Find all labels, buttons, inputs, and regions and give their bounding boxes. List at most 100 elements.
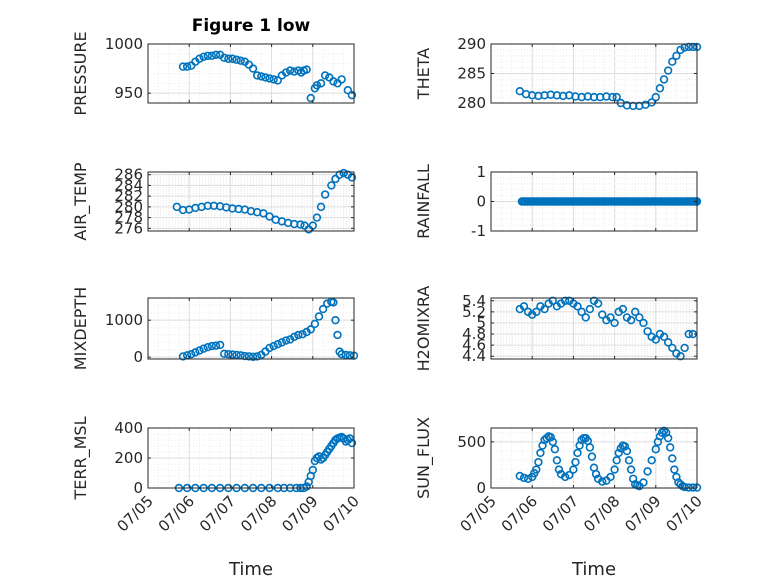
data-point [620, 442, 630, 451]
y-tick-label: 280 [457, 94, 486, 112]
data-point [232, 350, 241, 360]
panel-theta: 280 285 290 THETA [414, 35, 702, 112]
data-point [302, 482, 311, 491]
data-point [339, 168, 348, 178]
panel-mixdepth: 0 1000 MIXDEPTH [71, 287, 359, 370]
data-point [178, 352, 188, 361]
data-point [273, 340, 282, 349]
data-point [647, 456, 656, 465]
data-point [548, 296, 557, 305]
grid-air-temp [148, 172, 354, 231]
data-point [207, 341, 217, 351]
data-point [663, 66, 673, 75]
data-point [577, 307, 586, 317]
y-axis-label-terr-msl: TERR_MSL [71, 416, 91, 500]
data-point [598, 310, 607, 319]
figure-title: Figure 1 low [192, 16, 311, 36]
y-tick-label: 400 [114, 419, 143, 437]
data-point [331, 315, 340, 325]
data-point [316, 79, 326, 88]
data-point [312, 213, 322, 222]
data-point [281, 336, 291, 345]
y-axis-label-theta: THETA [414, 48, 433, 100]
data-point [211, 341, 221, 350]
axes-box-pressure [147, 43, 355, 104]
data-point [306, 325, 315, 334]
data-point [587, 452, 597, 461]
data-point [220, 53, 229, 62]
data-point [306, 93, 315, 103]
data-point [560, 472, 570, 482]
data-point [265, 74, 274, 83]
y-tick-label: 4.8 [462, 325, 486, 343]
data-point [663, 338, 673, 347]
y-tick-label: 1000 [105, 311, 143, 329]
data-point [203, 342, 212, 352]
x-tick-label: 07/09 [621, 492, 664, 535]
data-point [519, 302, 529, 311]
y-tick-label: 284 [114, 176, 143, 194]
axes-box-mixdepth [147, 297, 355, 360]
data-point [635, 313, 644, 322]
data-point [329, 298, 338, 307]
x-axis-label-left: Time [228, 559, 273, 580]
data-point [347, 173, 357, 182]
series-h2omixra [515, 296, 698, 361]
data-point [318, 304, 328, 314]
data-point [532, 465, 541, 474]
data-point [273, 76, 282, 85]
data-point [612, 92, 621, 102]
data-point [624, 456, 634, 465]
y-tick-label: 500 [457, 433, 486, 451]
data-point [614, 448, 623, 458]
data-point [554, 465, 564, 474]
series-pressure [178, 50, 357, 103]
x-tick-label: 07/07 [196, 492, 239, 535]
data-point [585, 443, 595, 452]
data-point [591, 469, 601, 479]
data-point [294, 330, 303, 340]
y-tick-label: 5.4 [462, 292, 486, 310]
data-point [298, 330, 307, 339]
data-point [684, 329, 693, 339]
x-tick-label: 07/06 [155, 492, 198, 535]
data-point [228, 54, 237, 63]
y-tick-label: 285 [457, 65, 486, 83]
data-point [248, 352, 258, 361]
data-point [676, 45, 685, 55]
y-tick-label: 1 [476, 163, 486, 181]
data-point [312, 81, 322, 90]
grid-mixdepth [148, 297, 354, 359]
x-tick-label: 07/08 [237, 492, 280, 535]
data-point [269, 75, 278, 84]
data-point [195, 54, 204, 63]
y-tick-label: 0 [476, 479, 486, 497]
data-point [626, 315, 636, 325]
series-air-temp [172, 168, 357, 234]
data-point [668, 57, 677, 66]
data-point [248, 64, 258, 73]
data-point [199, 52, 208, 61]
data-point [199, 344, 208, 353]
data-point [211, 50, 221, 60]
data-point [532, 307, 541, 317]
data-point [573, 302, 582, 311]
data-point [252, 71, 262, 80]
data-point [236, 56, 245, 65]
data-point [670, 465, 679, 474]
y-tick-label: 5 [476, 314, 486, 332]
data-point [651, 445, 660, 454]
data-point [290, 332, 299, 342]
data-point [571, 457, 580, 467]
data-point [261, 73, 270, 82]
data-point [618, 304, 628, 314]
data-point [534, 457, 543, 467]
data-point [676, 352, 685, 361]
data-point [585, 304, 595, 314]
data-point [252, 352, 262, 361]
y-tick-label: 4.4 [462, 347, 486, 365]
data-point [327, 181, 336, 190]
panel-pressure: 950 1000 PRESSURE [71, 31, 357, 116]
data-point [643, 467, 652, 476]
